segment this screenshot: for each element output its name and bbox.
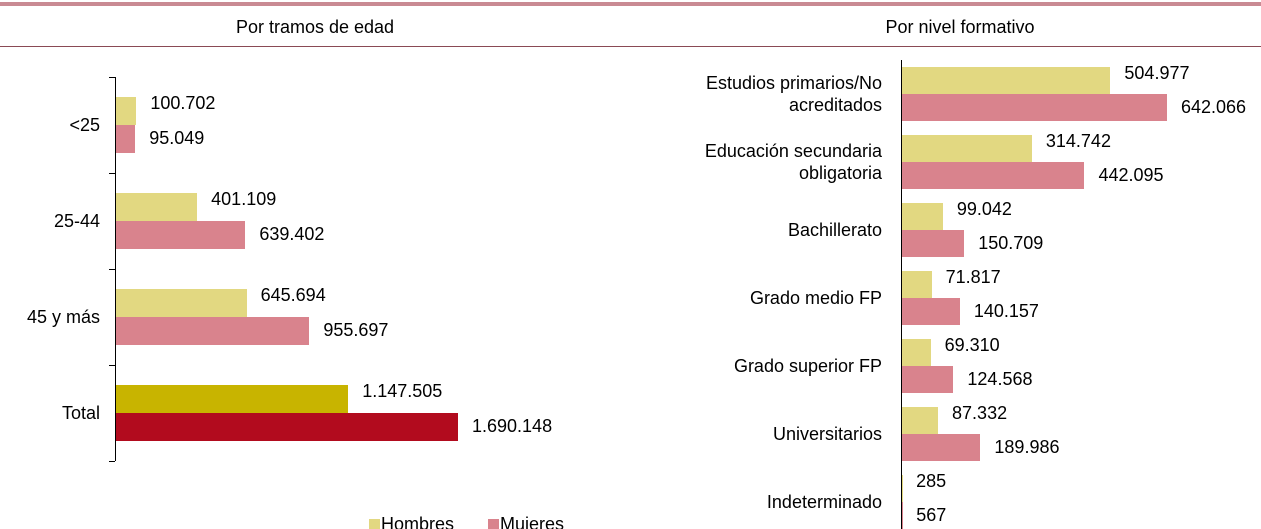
header-rule [0, 46, 1261, 47]
value-label: 87.332 [952, 403, 1008, 423]
value-label: 1.690.148 [472, 416, 553, 436]
axis-tick [109, 173, 115, 174]
value-label: 567 [916, 505, 947, 525]
category-label: Grado medio FP [749, 288, 882, 308]
value-label: 150.709 [978, 233, 1044, 253]
bar [116, 385, 349, 413]
bar [902, 135, 1032, 162]
legend-label: Hombres [381, 514, 455, 529]
bar [902, 162, 1085, 189]
axis-tick [109, 461, 115, 462]
category-label: Universitarios [772, 424, 882, 444]
value-label: 71.817 [945, 267, 1001, 287]
legend-swatch [369, 519, 380, 529]
value-label: 642.066 [1181, 97, 1247, 117]
category-label: Total [61, 403, 100, 423]
value-label: 69.310 [944, 335, 1000, 355]
axis-line [901, 60, 902, 529]
value-label: 401.109 [211, 189, 277, 209]
value-label: 645.694 [260, 285, 326, 305]
axis-tick [109, 365, 115, 366]
category-label: Grado superior FP [733, 356, 882, 376]
panel-title: Por nivel formativo [885, 17, 1035, 37]
bar [902, 94, 1167, 121]
bar [902, 366, 954, 393]
bar [116, 193, 198, 221]
bar [902, 434, 981, 461]
category-label: 25-44 [53, 211, 100, 231]
category-label: Educación secundaria obligatoria [704, 141, 882, 183]
bar [902, 298, 960, 325]
value-label: 140.157 [973, 301, 1039, 321]
bar [116, 413, 458, 441]
category-label: Bachillerato [787, 220, 882, 240]
axis-line [115, 77, 116, 461]
bar [116, 289, 247, 317]
bar [902, 67, 1111, 94]
bar [902, 339, 931, 366]
value-label: 442.095 [1098, 165, 1164, 185]
bar [116, 97, 137, 125]
bar [902, 230, 965, 257]
bar [116, 221, 246, 249]
axis-tick [109, 269, 115, 270]
value-label: 124.568 [967, 369, 1033, 389]
legend-swatch [488, 519, 499, 529]
category-label: Estudios primarios/No acreditados [705, 73, 882, 115]
bar [902, 407, 939, 434]
bar [116, 317, 310, 345]
value-label: 99.042 [956, 199, 1012, 219]
legend-label: Mujeres [500, 514, 565, 529]
value-label: 639.402 [259, 224, 325, 244]
value-label: 95.049 [149, 128, 205, 148]
value-label: 1.147.505 [362, 381, 443, 401]
category-label: 45 y más [26, 307, 100, 327]
axis-tick [109, 77, 115, 78]
value-label: 285 [916, 471, 947, 491]
top-rule [0, 2, 1261, 6]
category-label: Indeterminado [766, 492, 882, 512]
bar [902, 271, 932, 298]
value-label: 955.697 [323, 320, 389, 340]
bar [116, 125, 136, 153]
value-label: 100.702 [150, 93, 216, 113]
category-label: <25 [69, 115, 100, 135]
value-label: 504.977 [1124, 63, 1190, 83]
value-label: 189.986 [994, 437, 1060, 457]
value-label: 314.742 [1045, 131, 1111, 151]
bar [902, 203, 943, 230]
panel-title: Por tramos de edad [235, 17, 395, 37]
